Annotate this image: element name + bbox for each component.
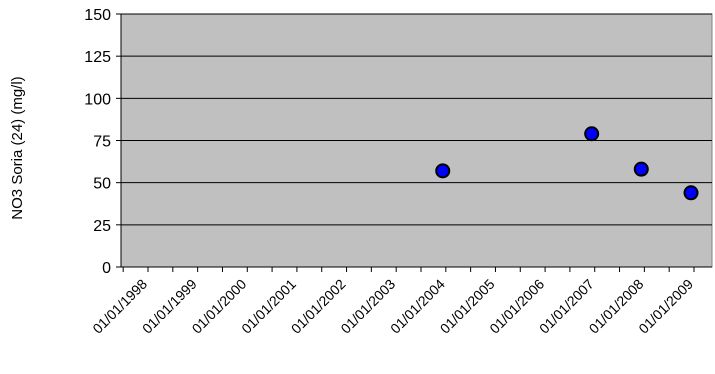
gridlines	[121, 13, 712, 226]
data-point	[633, 161, 649, 177]
y-tick-label: 75	[93, 134, 111, 151]
x-tick-label: 01/01/2009	[635, 276, 696, 337]
y-tick-label: 150	[84, 7, 111, 24]
y-tick-label: 0	[102, 260, 111, 277]
y-tick-label: 125	[84, 49, 111, 66]
data-point	[584, 126, 600, 142]
data-points	[435, 126, 699, 201]
x-ticks: 01/01/199801/01/199901/01/200001/01/2001…	[89, 267, 696, 337]
y-tick-label: 50	[93, 176, 111, 193]
y-tick-label: 25	[93, 218, 111, 235]
data-point	[683, 185, 699, 201]
y-axis-label: NO3 Soria (24) (mg/l)	[9, 76, 26, 219]
data-point	[435, 163, 451, 179]
y-tick-label: 100	[84, 91, 111, 108]
y-ticks: 0 25 50 75 100 125 150	[84, 7, 121, 277]
